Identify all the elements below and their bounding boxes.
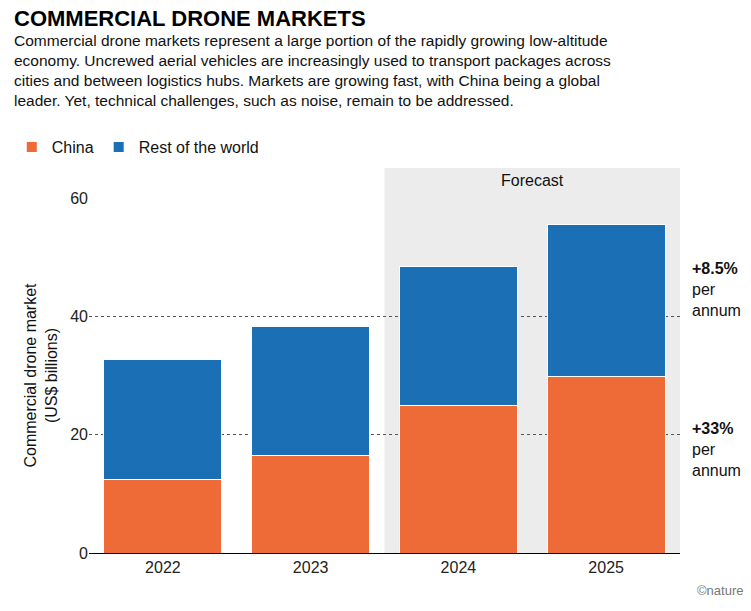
svg-text:20: 20 bbox=[70, 426, 88, 443]
svg-text:Rest of the world: Rest of the world bbox=[139, 139, 259, 156]
svg-text:©nature: ©nature bbox=[697, 583, 743, 598]
svg-text:COMMERCIAL DRONE MARKETS: COMMERCIAL DRONE MARKETS bbox=[14, 6, 366, 31]
svg-text:2022: 2022 bbox=[145, 559, 181, 576]
svg-text:2025: 2025 bbox=[588, 559, 624, 576]
svg-text:40: 40 bbox=[70, 308, 88, 325]
svg-text:60: 60 bbox=[70, 190, 88, 207]
svg-text:2023: 2023 bbox=[293, 559, 329, 576]
svg-text:0: 0 bbox=[79, 545, 88, 562]
svg-text:+8.5%perannum: +8.5%perannum bbox=[692, 260, 741, 319]
svg-text:2024: 2024 bbox=[441, 559, 477, 576]
svg-text:Commercial drone market(US$ bi: Commercial drone market(US$ billions) bbox=[22, 283, 60, 468]
svg-text:+33%perannum: +33%perannum bbox=[692, 420, 741, 479]
svg-text:Commercial drone markets repre: Commercial drone markets represent a lar… bbox=[14, 32, 611, 109]
svg-text:China: China bbox=[52, 139, 94, 156]
svg-text:Forecast: Forecast bbox=[501, 172, 564, 189]
